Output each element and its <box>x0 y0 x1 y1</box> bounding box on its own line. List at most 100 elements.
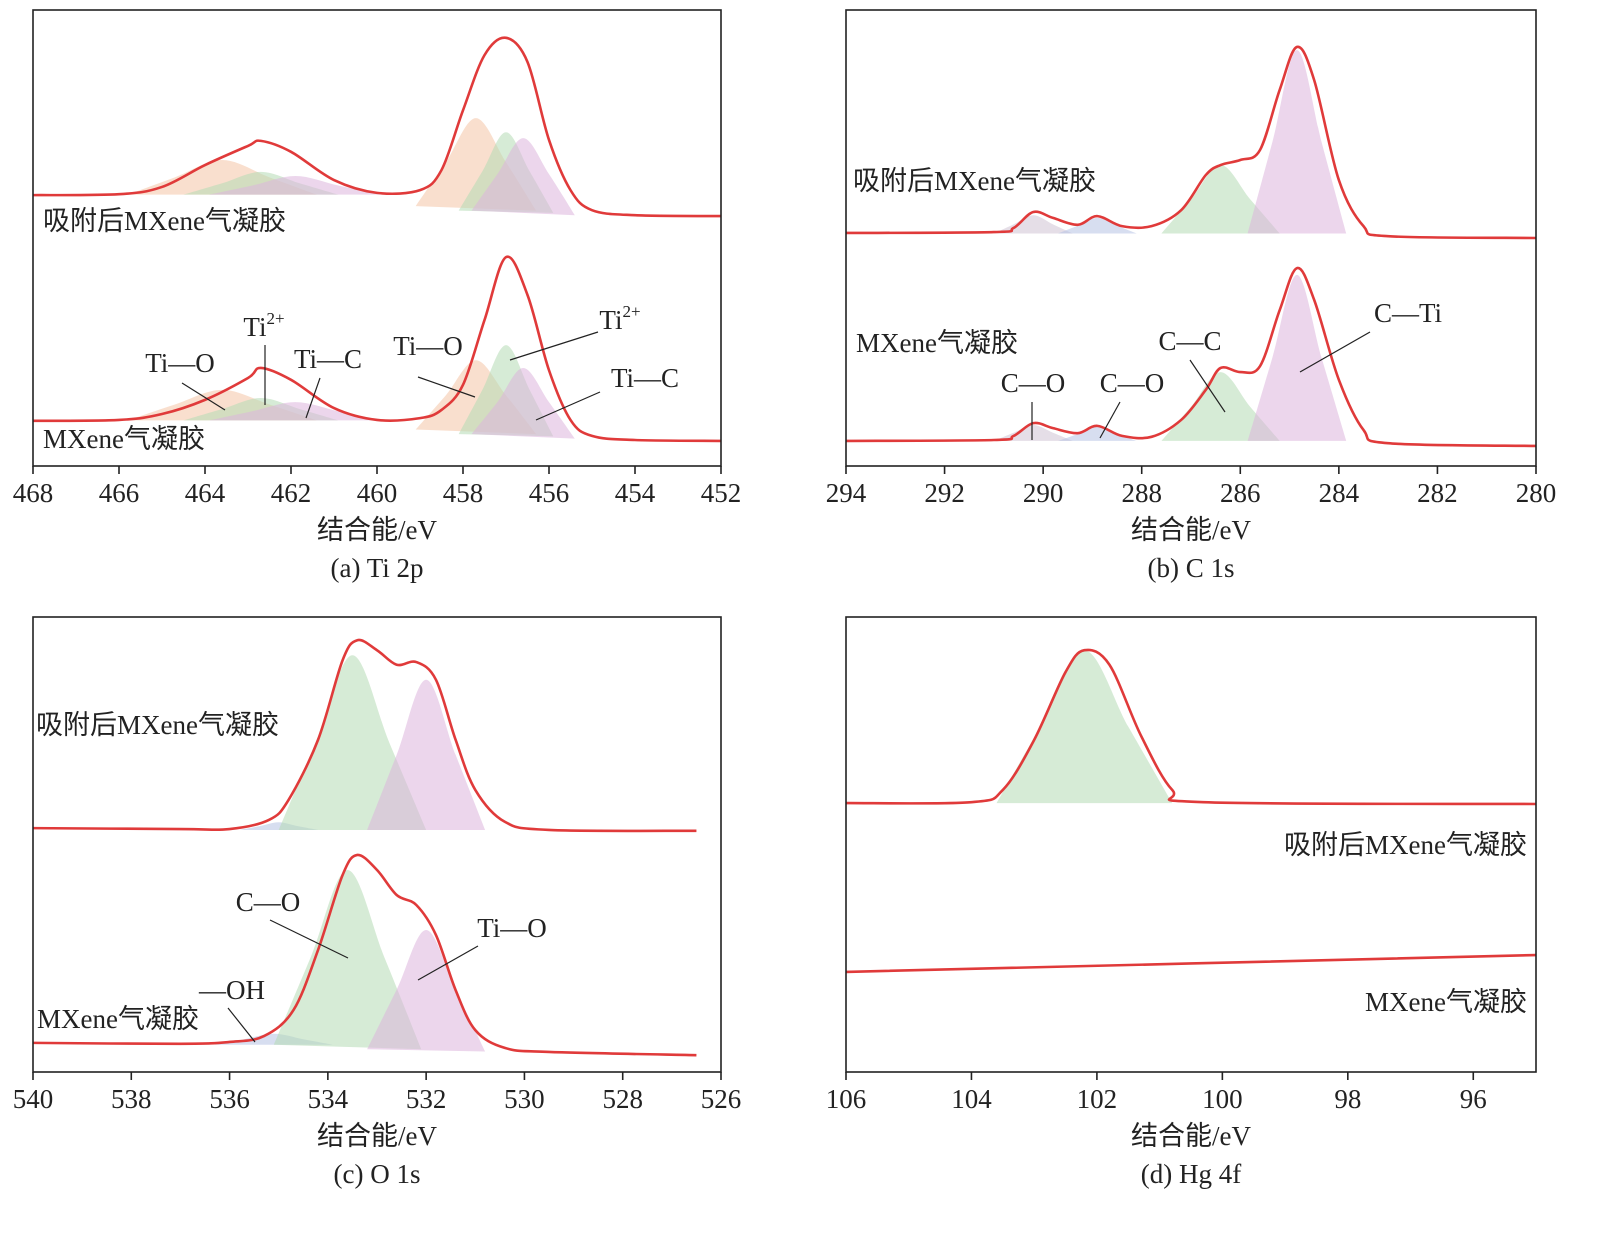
series-label: 吸附后MXene气凝胶 <box>1284 830 1527 860</box>
annotation-text: C—O <box>236 887 301 917</box>
annotation-text: Ti—O <box>477 913 547 943</box>
x-tick-label: 100 <box>1202 1084 1243 1114</box>
component-peak <box>273 869 422 1050</box>
x-tick-label: 530 <box>504 1084 545 1114</box>
component-peak <box>1247 274 1347 441</box>
x-tick-label: 466 <box>99 478 140 508</box>
leader-line <box>509 331 599 361</box>
x-tick-label: 294 <box>826 478 867 508</box>
x-tick-label: 292 <box>924 478 965 508</box>
series-label: MXene气凝胶 <box>856 328 1018 358</box>
fit-envelope <box>33 255 721 443</box>
annotation-text: C—O <box>1100 368 1165 398</box>
x-tick-label: 98 <box>1334 1084 1361 1114</box>
plot-frame <box>845 616 1537 1073</box>
leader-line <box>417 945 479 981</box>
x-tick-label: 534 <box>308 1084 349 1114</box>
leader-line <box>1299 331 1371 373</box>
annotation-sup: 2+ <box>266 309 284 328</box>
annotation: C—O <box>1001 368 1066 398</box>
x-axis-label: 结合能/eV <box>317 1121 437 1151</box>
x-tick-label: 460 <box>357 478 398 508</box>
fit-envelope <box>846 648 1536 806</box>
caption: (c) O 1s <box>334 1159 421 1189</box>
x-tick-label: 528 <box>602 1084 643 1114</box>
x-tick-label: 106 <box>826 1084 867 1114</box>
component-peak <box>209 402 382 421</box>
x-tick-label: 526 <box>701 1084 742 1114</box>
x-tick-label: 454 <box>615 478 656 508</box>
x-tick-label: 284 <box>1319 478 1360 508</box>
annotation: Ti2+ <box>243 309 284 342</box>
x-tick-label: 282 <box>1417 478 1458 508</box>
plot-frame <box>32 9 722 467</box>
x-tick-label: 286 <box>1220 478 1261 508</box>
x-tick-label: 538 <box>111 1084 152 1114</box>
x-tick-label: 536 <box>209 1084 250 1114</box>
annotation: —OH <box>198 975 265 1005</box>
caption: (b) C 1s <box>1148 553 1235 583</box>
x-axis-label: 结合能/eV <box>1131 1121 1251 1151</box>
fit-envelope <box>846 45 1536 240</box>
x-tick-label: 96 <box>1460 1084 1487 1114</box>
x-tick-label: 104 <box>951 1084 992 1114</box>
fit-envelope <box>846 266 1536 448</box>
leader-line <box>417 376 476 398</box>
annotation: C—O <box>1100 368 1165 398</box>
x-axis-label: 结合能/eV <box>317 515 437 545</box>
annotation: Ti—O <box>145 348 215 378</box>
component-peak <box>1161 165 1280 234</box>
annotation-sup: 2+ <box>622 302 640 321</box>
caption: (d) Hg 4f <box>1141 1159 1241 1189</box>
leader-line <box>181 382 226 411</box>
x-tick-label: 464 <box>185 478 226 508</box>
x-tick-label: 456 <box>529 478 570 508</box>
annotation-text: Ti—C <box>611 363 679 393</box>
annotation-text: Ti—C <box>294 344 362 374</box>
x-axis-label: 结合能/eV <box>1131 515 1251 545</box>
x-tick-label: 452 <box>701 478 742 508</box>
fit-envelope <box>33 36 721 218</box>
component-peak <box>1057 426 1137 441</box>
component-peak <box>1247 50 1347 234</box>
annotation-text: —OH <box>198 975 265 1005</box>
x-tick-label: 290 <box>1023 478 1064 508</box>
component-peak <box>471 138 575 216</box>
annotation-text: C—Ti <box>1374 298 1442 328</box>
annotation: Ti—C <box>611 363 679 393</box>
leader-line <box>535 391 601 421</box>
caption: (a) Ti 2p <box>330 553 423 583</box>
x-tick-label: 532 <box>406 1084 447 1114</box>
x-tick-label: 540 <box>13 1084 54 1114</box>
annotation-text: Ti—O <box>393 331 463 361</box>
component-peak <box>996 650 1173 804</box>
leader-line <box>227 1007 256 1043</box>
annotation-text: Ti <box>599 305 622 335</box>
plot-area <box>846 45 1536 448</box>
component-peak <box>209 175 382 195</box>
x-tick-label: 468 <box>13 478 54 508</box>
component-peak <box>1057 217 1137 234</box>
annotation: Ti—O <box>477 913 547 943</box>
annotation: Ti—C <box>294 344 362 374</box>
annotation-text: Ti—O <box>145 348 215 378</box>
series-label: MXene气凝胶 <box>43 424 205 454</box>
series-label: 吸附后MXene气凝胶 <box>43 206 286 236</box>
series-label: 吸附后MXene气凝胶 <box>853 166 1096 196</box>
annotation-text: Ti <box>243 312 266 342</box>
x-tick-label: 288 <box>1121 478 1162 508</box>
plot-frame <box>32 616 722 1073</box>
leader-line <box>305 377 321 419</box>
plot-area <box>33 638 697 1057</box>
annotation-text: C—C <box>1158 326 1221 356</box>
series-label: MXene气凝胶 <box>1365 987 1527 1017</box>
plot-frame <box>845 9 1537 467</box>
component-peak <box>367 679 486 830</box>
plot-area <box>33 36 721 443</box>
fit-envelope <box>33 638 697 833</box>
annotation: Ti—O <box>393 331 463 361</box>
leader-line <box>269 919 349 959</box>
annotation: C—O <box>236 887 301 917</box>
plot-area <box>846 648 1536 974</box>
